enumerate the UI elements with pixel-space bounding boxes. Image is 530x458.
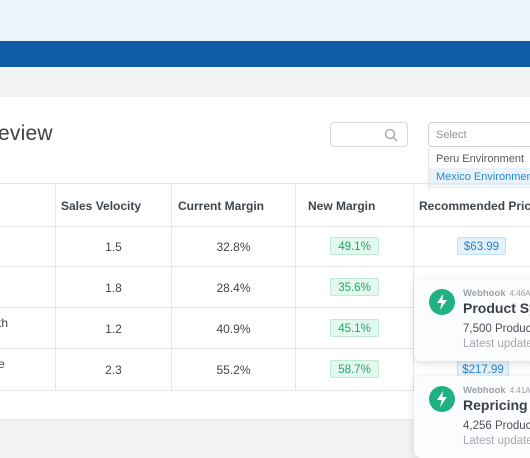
current-margin-cell: 28.4%	[216, 281, 251, 295]
new-margin-badge: 58.7%	[330, 360, 379, 378]
page-title: eview	[0, 122, 53, 145]
product-name-fragment: e	[0, 357, 5, 371]
environment-dropdown: Peru Environment Mexico Environment	[428, 148, 530, 188]
table-row[interactable]: e 2.3 55.2% 58.7% $217.99	[0, 349, 530, 391]
environment-select[interactable]: Select	[428, 122, 530, 147]
nav-bar	[0, 41, 530, 67]
notification-title: Repricing C	[463, 397, 530, 413]
new-margin-badge: 35.6%	[330, 278, 379, 296]
notification-time: 4:46AM	[509, 289, 530, 298]
sales-velocity-cell: 2.3	[105, 363, 122, 377]
column-header-current-margin[interactable]: Current Margin	[178, 199, 265, 213]
recommended-price-badge: $63.99	[457, 237, 506, 255]
table-header-row: Sales Velocity Current Margin New Margin…	[0, 184, 530, 227]
new-margin-badge: 49.1%	[330, 237, 379, 255]
sales-velocity-cell: 1.2	[105, 322, 122, 336]
notification-time: 4:41AM	[509, 386, 530, 395]
current-margin-cell: 55.2%	[216, 363, 251, 377]
column-divider	[171, 183, 172, 390]
current-margin-cell: 32.8%	[216, 240, 251, 254]
top-banner	[0, 0, 530, 41]
column-header-sales-velocity[interactable]: Sales Velocity	[61, 199, 142, 213]
option-mexico-environment[interactable]: Mexico Environment	[429, 168, 530, 186]
column-header-recommended-price[interactable]: Recommended Price	[419, 199, 530, 213]
table-row[interactable]: 1.8 28.4% 35.6%	[0, 267, 530, 308]
recommended-price-badge: $217.99	[457, 360, 509, 378]
notification-subtext: Latest update	[463, 338, 530, 350]
notification-source-label: Webhook	[463, 385, 506, 396]
notification-body: 4,256 Product	[463, 420, 530, 432]
lightning-bolt-icon	[429, 386, 455, 412]
pricing-table: Sales Velocity Current Margin New Margin…	[0, 183, 530, 391]
lightning-bolt-icon	[429, 289, 455, 315]
new-margin-badge: 45.1%	[330, 319, 379, 337]
notification-body: 7,500 Product	[463, 323, 530, 335]
search-input[interactable]	[330, 122, 408, 147]
product-name-fragment: th	[0, 316, 9, 330]
column-header-new-margin[interactable]: New Margin	[308, 199, 376, 213]
sales-velocity-cell: 1.8	[105, 281, 122, 295]
sales-velocity-cell: 1.5	[105, 240, 122, 254]
column-divider	[295, 183, 296, 390]
column-divider	[413, 183, 414, 390]
table-row[interactable]: 1.5 32.8% 49.1% $63.99	[0, 226, 530, 267]
notification-subtext: Latest update	[463, 435, 530, 447]
notification-title: Product Sy	[463, 300, 530, 316]
notification-source-label: Webhook	[463, 288, 506, 299]
column-divider	[55, 183, 56, 390]
table-row[interactable]: th 1.2 40.9% 45.1%	[0, 308, 530, 349]
search-icon	[384, 128, 398, 142]
option-peru-environment[interactable]: Peru Environment	[436, 153, 525, 165]
current-margin-cell: 40.9%	[216, 322, 251, 336]
